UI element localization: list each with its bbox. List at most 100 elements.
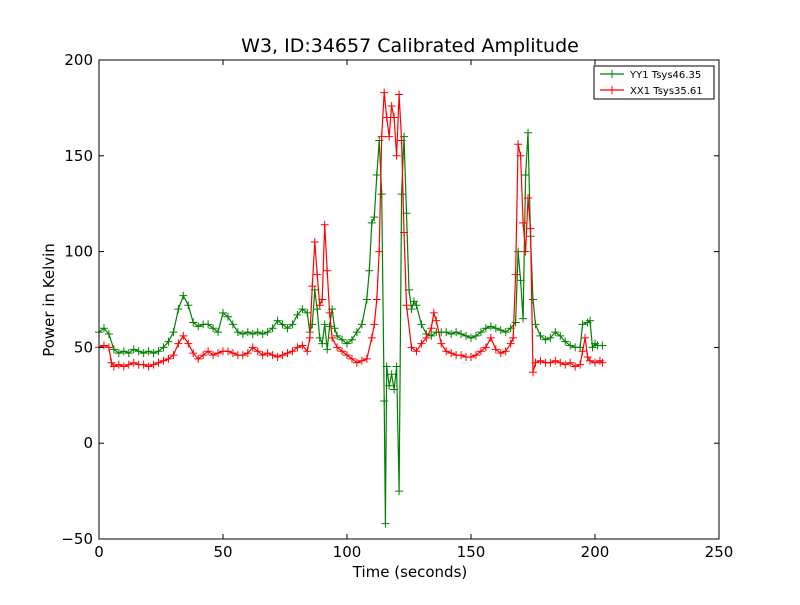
data-point-marker xyxy=(531,320,540,329)
data-point-marker xyxy=(556,331,565,340)
data-point-marker xyxy=(395,90,404,99)
data-point-marker xyxy=(437,339,446,348)
y-tick-label: 0 xyxy=(83,434,93,452)
data-point-marker xyxy=(427,331,436,340)
data-point-marker xyxy=(377,190,386,199)
series-xx1 xyxy=(95,88,607,377)
chart-title: W3, ID:34657 Calibrated Amplitude xyxy=(241,35,579,57)
data-point-marker xyxy=(320,320,329,329)
data-point-marker xyxy=(486,322,495,331)
data-point-marker xyxy=(432,316,441,325)
plot-frame xyxy=(98,59,720,540)
data-point-marker xyxy=(144,347,153,356)
data-point-marker xyxy=(278,320,287,329)
data-point-marker xyxy=(385,381,394,390)
data-point-marker xyxy=(422,333,431,342)
data-point-marker xyxy=(375,247,384,256)
data-point-marker xyxy=(119,347,128,356)
data-point-marker xyxy=(417,320,426,329)
data-point-marker xyxy=(325,322,334,331)
data-point-marker xyxy=(551,328,560,337)
data-point-marker xyxy=(124,360,133,369)
data-point-marker xyxy=(481,343,490,352)
data-point-marker xyxy=(333,343,342,352)
data-point-marker xyxy=(293,310,302,319)
data-point-marker xyxy=(462,331,471,340)
data-point-marker xyxy=(124,349,133,358)
legend-marker-xx1 xyxy=(608,86,616,94)
data-point-marker xyxy=(318,339,327,348)
data-point-marker xyxy=(303,347,312,356)
data-point-marker xyxy=(372,170,381,179)
data-point-marker xyxy=(367,333,376,342)
data-point-marker xyxy=(598,358,607,367)
data-point-marker xyxy=(476,328,485,337)
data-point-marker xyxy=(402,301,411,310)
data-point-marker xyxy=(333,331,342,340)
data-point-marker xyxy=(179,291,188,300)
data-point-marker xyxy=(576,360,585,369)
data-point-marker xyxy=(164,354,173,363)
data-point-marker xyxy=(315,301,324,310)
data-point-marker xyxy=(283,349,292,358)
data-point-marker xyxy=(298,305,307,314)
data-point-marker xyxy=(204,320,213,329)
data-point-marker xyxy=(561,337,570,346)
data-point-marker xyxy=(578,347,587,356)
data-point-marker xyxy=(546,358,555,367)
data-point-marker xyxy=(338,347,347,356)
data-point-marker xyxy=(139,360,148,369)
data-point-marker xyxy=(268,324,277,333)
data-point-marker xyxy=(129,358,138,367)
data-point-marker xyxy=(486,333,495,342)
data-point-marker xyxy=(551,356,560,365)
data-point-marker xyxy=(199,351,208,360)
data-point-marker xyxy=(526,224,535,233)
data-point-marker xyxy=(149,349,158,358)
data-point-marker xyxy=(129,345,138,354)
data-point-marker xyxy=(109,362,118,371)
data-point-marker xyxy=(214,328,223,337)
data-point-marker xyxy=(524,193,533,202)
data-point-marker xyxy=(377,132,386,141)
data-point-marker xyxy=(189,349,198,358)
data-point-marker xyxy=(323,266,332,275)
data-point-marker xyxy=(99,341,108,350)
data-point-marker xyxy=(357,320,366,329)
data-point-marker xyxy=(169,351,178,360)
data-point-marker xyxy=(412,347,421,356)
data-point-marker xyxy=(315,333,324,342)
data-point-marker xyxy=(194,354,203,363)
data-point-marker xyxy=(447,349,456,358)
data-point-marker xyxy=(516,151,525,160)
data-point-marker xyxy=(134,347,143,356)
data-point-marker xyxy=(521,170,530,179)
data-point-marker xyxy=(392,362,401,371)
data-point-marker xyxy=(184,301,193,310)
x-tick-label: 250 xyxy=(705,543,734,561)
data-point-marker xyxy=(174,339,183,348)
data-point-marker xyxy=(407,343,416,352)
data-point-marker xyxy=(387,101,396,110)
data-point-marker xyxy=(154,358,163,367)
data-point-marker xyxy=(541,335,550,344)
data-point-marker xyxy=(412,301,421,310)
legend-box xyxy=(593,65,715,100)
data-point-marker xyxy=(174,305,183,314)
data-point-marker xyxy=(263,328,272,337)
data-point-marker xyxy=(385,132,394,141)
data-point-marker xyxy=(104,329,113,338)
data-point-marker xyxy=(338,335,347,344)
data-point-marker xyxy=(392,151,401,160)
data-point-marker xyxy=(273,316,282,325)
data-point-marker xyxy=(144,362,153,371)
data-point-marker xyxy=(429,308,438,317)
data-point-marker xyxy=(248,329,257,338)
data-point-marker xyxy=(223,347,232,356)
data-point-marker xyxy=(238,351,247,360)
data-point-marker xyxy=(347,354,356,363)
data-point-marker xyxy=(471,331,480,340)
y-tick-label: 50 xyxy=(74,338,93,356)
data-point-marker xyxy=(253,328,262,337)
data-point-marker xyxy=(529,295,537,304)
